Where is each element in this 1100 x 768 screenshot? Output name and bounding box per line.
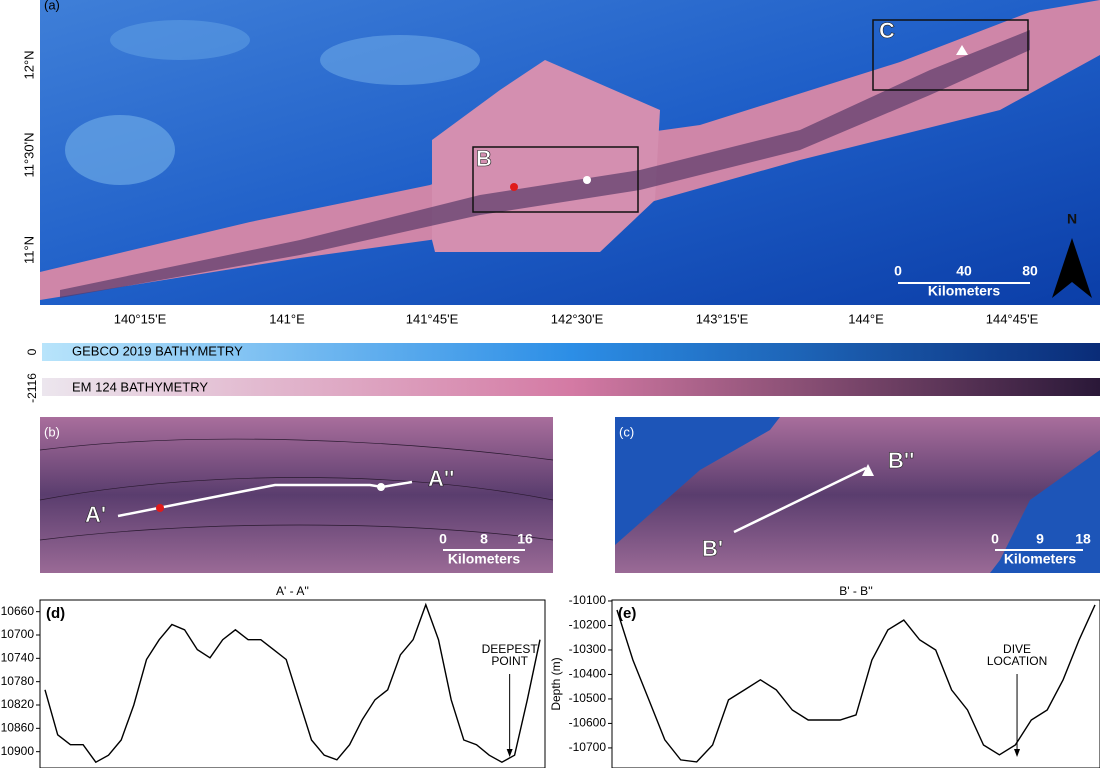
y-tick-label: -10200 <box>569 618 607 632</box>
lon-label: 140°15'E <box>114 311 167 326</box>
scale-value: 0 <box>894 263 902 279</box>
lon-label: 142°30'E <box>551 311 604 326</box>
scale-value: 0 <box>439 531 447 547</box>
colorbar-value: -2116 <box>25 373 39 403</box>
arrow-head <box>1014 749 1021 757</box>
annotation: DEEPEST <box>482 642 539 656</box>
y-tick-label: -10300 <box>569 642 607 656</box>
lon-label: 141°E <box>269 311 305 326</box>
scale-value: 9 <box>1036 531 1044 547</box>
lat-label: 11°N <box>21 236 36 264</box>
y-tick-label: 10700 <box>1 627 35 641</box>
lat-labels: 12°N 11°30'N 11°N <box>21 50 36 264</box>
box-label: B <box>476 146 492 171</box>
plot-frame <box>611 599 1100 768</box>
y-axis-label: Depth (m) <box>549 657 563 710</box>
colorbar-label: EM 124 BATHYMETRY <box>72 379 208 394</box>
y-tick-label: 10900 <box>1 744 35 758</box>
scale-value: 80 <box>1022 263 1038 279</box>
scale-value: 40 <box>956 263 972 279</box>
map-b: (b) A' A'' 0 8 16 Kilometers <box>39 417 554 573</box>
map-c: (c) B' B'' 0 9 18 Kilometers <box>615 417 1100 573</box>
annotation: POINT <box>491 654 528 668</box>
lon-label: 143°15'E <box>696 311 749 326</box>
lat-label: 11°30'N <box>21 132 36 177</box>
box-label: C <box>879 18 895 43</box>
y-tick-label: 10860 <box>1 721 35 735</box>
lat-label: 12°N <box>21 50 36 79</box>
y-tick-label: -10100 <box>569 593 607 607</box>
scale-unit: Kilometers <box>928 283 1001 299</box>
scale-value: 16 <box>517 531 533 547</box>
panel-label: (a) <box>44 0 60 12</box>
y-tick-label: -10400 <box>569 667 607 681</box>
y-tick-label: 10740 <box>1 651 35 665</box>
profile-start: B' <box>702 536 723 561</box>
arrow-head <box>506 749 513 757</box>
scale-value: 18 <box>1075 531 1091 547</box>
lon-labels: 140°15'E 141°E 141°45'E 142°30'E 143°15'E 144… <box>114 311 1039 326</box>
lon-label: 144°E <box>848 311 884 326</box>
lon-label: 144°45'E <box>986 311 1039 326</box>
colorbar <box>42 343 1100 361</box>
annotation: LOCATION <box>987 654 1047 668</box>
y-tick-label: 10660 <box>1 604 35 618</box>
y-tick-label: 10780 <box>1 674 35 688</box>
panel-label: (b) <box>44 424 60 439</box>
lon-label: 141°45'E <box>406 311 459 326</box>
profile-end: A'' <box>428 466 454 491</box>
colorbar-value: 0 <box>25 348 39 355</box>
map-a: (a) B C 0 40 80 Kilometers N 12°N 11°30'N… <box>21 0 1100 326</box>
plot-frame <box>39 599 546 768</box>
scale-value: 8 <box>480 531 488 547</box>
colorbar <box>42 378 1100 396</box>
panel-label: (d) <box>46 605 65 622</box>
scale-unit: Kilometers <box>1004 551 1077 567</box>
annotation: DIVE <box>1003 642 1031 656</box>
panel-label: (c) <box>619 424 634 439</box>
colorbar-label: GEBCO 2019 BATHYMETRY <box>72 343 243 358</box>
profile-end: B'' <box>888 448 914 473</box>
chart-title: A' - A'' <box>276 584 309 598</box>
north-label: N <box>1067 211 1077 227</box>
y-tick-label: 10820 <box>1 697 35 711</box>
y-tick-label: -10600 <box>569 716 607 730</box>
panel-label: (e) <box>618 605 636 622</box>
profile-line <box>44 602 541 764</box>
y-tick-label: -10500 <box>569 691 607 705</box>
chart-title: B' - B'' <box>839 584 873 598</box>
y-tick-label: -10700 <box>569 740 607 754</box>
scale-unit: Kilometers <box>448 551 521 567</box>
scale-value: 0 <box>991 531 999 547</box>
profile-line <box>616 604 1096 763</box>
profile-start: A' <box>85 502 106 527</box>
